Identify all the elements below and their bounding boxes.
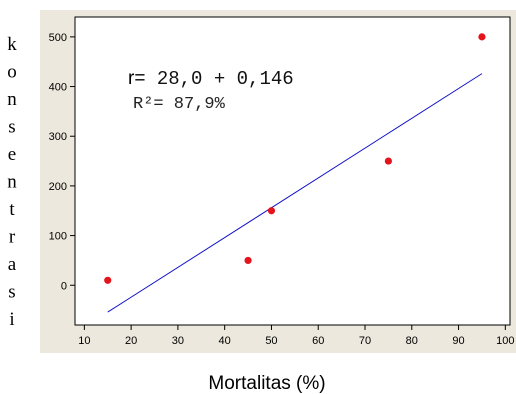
y-axis-label-letter: t — [9, 199, 15, 220]
x-tick-label: 10 — [78, 335, 90, 347]
y-axis-label-letter: s — [8, 282, 15, 303]
y-axis-label-letter: n — [7, 89, 17, 110]
regression-line-group — [107, 73, 483, 313]
x-tick-label: 20 — [125, 335, 137, 347]
y-axis-label-letter: e — [8, 144, 16, 165]
x-tick-label: 60 — [312, 335, 324, 347]
data-point — [384, 157, 392, 165]
regression-line — [107, 73, 483, 313]
x-tick-label: 80 — [406, 335, 418, 347]
annotation-equation: r= 28,0 + 0,146 — [128, 68, 294, 90]
x-tick-label: 40 — [219, 335, 231, 347]
y-axis-ticks: 0 100 200 300 400 500 — [49, 32, 75, 292]
data-point — [478, 33, 486, 41]
y-axis-label-letter: a — [8, 254, 17, 275]
data-points — [104, 33, 486, 284]
y-axis-label-letter: k — [7, 34, 17, 55]
y-axis-label-letter: o — [7, 62, 17, 83]
x-tick-label: 70 — [359, 335, 371, 347]
y-axis-label-letter: i — [9, 309, 14, 330]
plot-area — [74, 16, 511, 326]
annotation-prefix: r= — [128, 68, 145, 89]
x-tick-label: 90 — [452, 335, 464, 347]
y-axis-label-letter: r — [9, 227, 16, 248]
y-tick-label: 0 — [61, 280, 67, 292]
annotation-formula: 28,0 + 0,146 — [145, 68, 293, 90]
y-axis-label-letter: n — [7, 172, 17, 193]
data-point — [244, 256, 252, 265]
data-point — [267, 207, 276, 215]
y-tick-label: 100 — [49, 231, 67, 243]
y-tick-label: 500 — [49, 32, 67, 44]
x-axis-label: Mortalitas (%) — [208, 373, 325, 394]
x-tick-label: 50 — [265, 335, 277, 347]
y-tick-label: 400 — [49, 82, 67, 94]
data-point — [104, 276, 112, 284]
x-axis-ticks: 10 20 30 40 50 60 70 80 90 100 — [78, 325, 515, 347]
x-tick-label: 30 — [172, 335, 184, 347]
annotation-r-squared: R²= 87,9% — [133, 95, 226, 114]
x-tick-label: 100 — [496, 335, 514, 347]
y-tick-label: 200 — [49, 181, 67, 193]
y-axis-label-letter: s — [8, 117, 15, 138]
y-tick-label: 300 — [49, 131, 67, 143]
